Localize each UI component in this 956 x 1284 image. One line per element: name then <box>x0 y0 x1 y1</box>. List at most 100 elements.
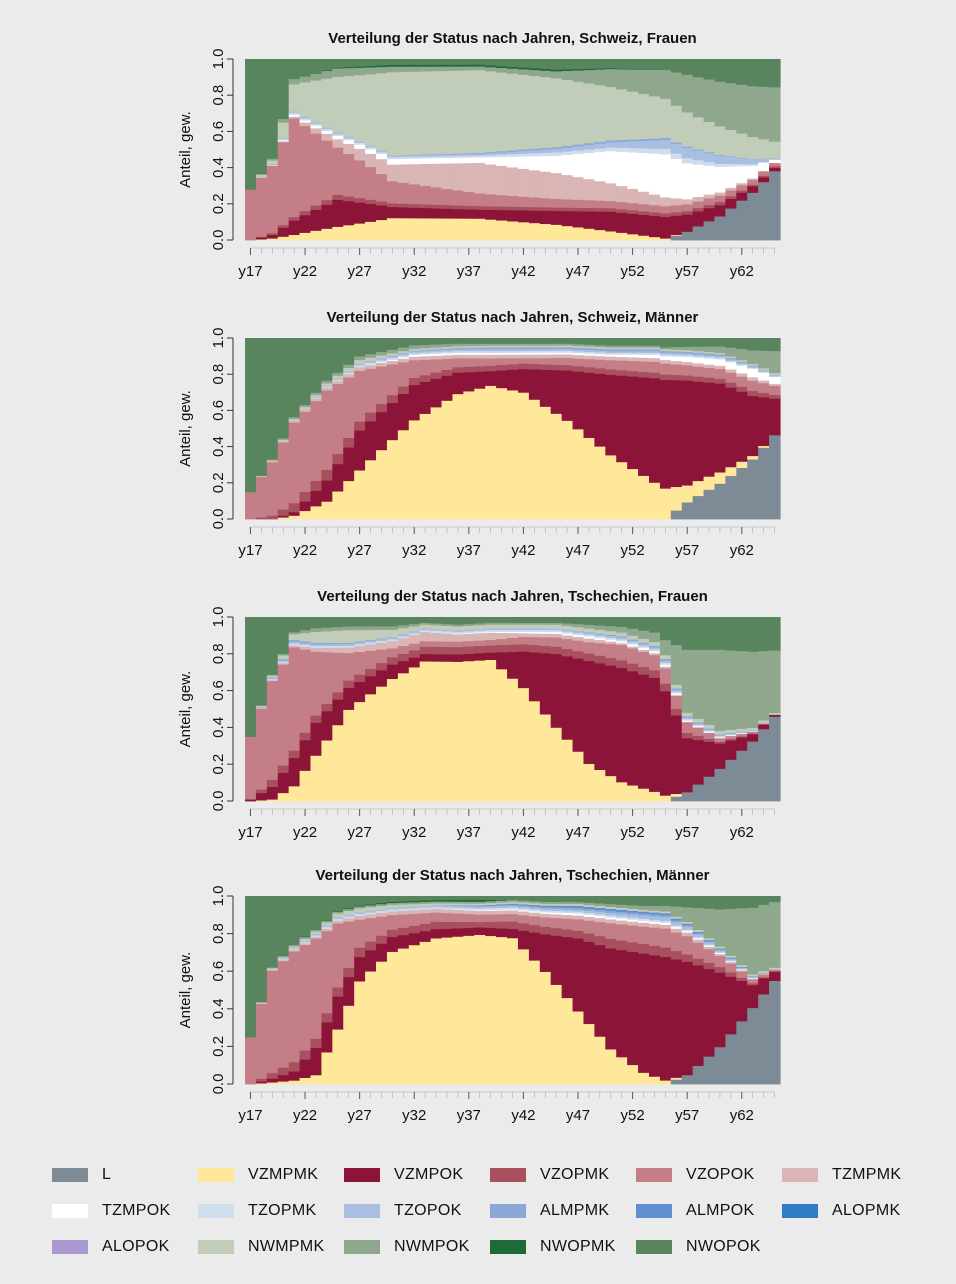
area-segment-tzmpmk <box>714 192 727 196</box>
area-segment-vzopok <box>627 360 639 372</box>
area-segment-vzmpmk <box>528 700 541 802</box>
area-segment-nwopok <box>255 617 268 706</box>
area-segment-tzmpmk <box>310 127 323 134</box>
area-segment-tzmpmk <box>627 357 639 362</box>
area-segment-tzmpmk <box>594 180 606 201</box>
y-tick-label: 0.2 <box>210 1036 227 1057</box>
area-segment-vzopmk <box>769 394 781 399</box>
area-segment-nwmpok <box>255 475 268 477</box>
area-segment-tzopok <box>659 139 672 149</box>
area-segment-vzmpok <box>343 976 355 1006</box>
area-segment-nwopok <box>354 617 366 627</box>
area-segment-tzopmk <box>299 118 312 121</box>
area-segment-nwmpmk <box>648 910 661 913</box>
area-segment-tzmpok <box>397 357 410 359</box>
area-segment-tzopok <box>605 350 617 354</box>
area-segment-vzopok <box>605 359 617 370</box>
area-segment-nwopok <box>299 338 312 405</box>
area-segment-nwopok <box>572 59 585 70</box>
area-segment-almpmk <box>638 348 650 352</box>
area-segment-tzopok <box>386 637 399 640</box>
area-segment-vzmpmk <box>681 485 694 503</box>
area-segment-vzopok <box>245 736 257 800</box>
area-segment-vzopmk <box>714 966 727 973</box>
area-segment-tzmpok <box>485 352 497 355</box>
area-segment-vzmpmk <box>670 486 683 511</box>
area-segment-tzmpok <box>539 352 552 355</box>
area-segment-vzopmk <box>288 1061 301 1072</box>
area-segment-vzmpmk <box>343 709 355 802</box>
area-segment-tzopok <box>681 926 694 930</box>
area-segment-vzmpmk <box>747 455 759 460</box>
area-segment-tzmpmk <box>299 409 312 412</box>
area-segment-vzmpok <box>550 210 563 225</box>
area-segment-almpmk <box>627 348 639 352</box>
area-segment-tzopok <box>627 350 639 354</box>
area-segment-tzmpmk <box>605 641 617 645</box>
area-segment-vzopmk <box>670 374 683 381</box>
legend-item-tzmpok: TZMPOK <box>52 1200 170 1222</box>
area-segment-tzopok <box>397 634 410 637</box>
area-segment-vzmpmk <box>376 961 388 1085</box>
area-segment-vzopok <box>517 636 530 645</box>
area-segment-nwopok <box>648 59 661 70</box>
x-tick-label: y17 <box>238 824 262 841</box>
area-segment-tzopok <box>714 155 727 164</box>
area-segment-tzopok <box>496 905 508 908</box>
area-segment-tzmpok <box>583 636 595 639</box>
area-segment-nwopok <box>736 617 748 652</box>
area-segment-vzopmk <box>736 386 748 392</box>
area-segment-tzopmk <box>638 352 650 355</box>
area-segment-almpmk <box>616 348 628 352</box>
area-segment-nwopok <box>616 896 628 905</box>
area-segment-vzmpok <box>561 210 574 227</box>
area-segment-vzopok <box>430 358 443 373</box>
area-segment-almpmk <box>627 639 639 641</box>
area-segment-tzmpmk <box>365 644 377 651</box>
y-tick-label: 0.2 <box>210 472 227 493</box>
area-segment-tzmpmk <box>288 116 301 119</box>
area-segment-nwmpok <box>714 909 727 947</box>
area-segment-tzmpok <box>539 631 552 634</box>
area-segment-l <box>758 994 770 1085</box>
area-segment-nwmpmk <box>485 624 497 629</box>
area-segment-tzopok <box>452 629 464 633</box>
y-tick-label: 0.6 <box>210 961 227 982</box>
area-segment-vzmpok <box>452 208 464 219</box>
area-segment-nwopok <box>343 338 355 365</box>
area-segment-vzmpmk <box>288 234 301 241</box>
area-segment-vzmpmk <box>496 387 508 520</box>
area-segment-tzopmk <box>452 631 464 634</box>
area-segment-tzopok <box>659 916 672 922</box>
area-segment-tzmpmk <box>507 167 519 196</box>
area-segment-tzmpok <box>594 151 606 182</box>
area-segment-nwmpok <box>747 85 759 138</box>
area-segment-tzopmk <box>277 959 290 961</box>
area-segment-almpmk <box>517 905 530 907</box>
area-segment-nwmpok <box>769 350 781 374</box>
area-segment-tzmpok <box>561 912 574 915</box>
area-segment-tzopmk <box>616 352 628 355</box>
area-segment-vzmpok <box>496 370 508 389</box>
area-segment-nwmpok <box>528 69 541 77</box>
area-segment-tzmpmk <box>397 637 410 647</box>
area-segment-tzmpmk <box>594 917 606 923</box>
area-segment-almpok <box>638 911 650 914</box>
area-segment-nwmpok <box>430 66 443 72</box>
area-segment-tzopmk <box>714 357 727 360</box>
chart-panel-1: Verteilung der Status nach Jahren, Schwe… <box>177 30 781 280</box>
area-segment-tzopok <box>266 163 279 165</box>
area-segment-tzmpmk <box>277 662 290 665</box>
area-segment-nwmpok <box>561 70 574 81</box>
area-segment-vzopmk <box>648 945 661 956</box>
area-segment-almpmk <box>299 641 312 644</box>
area-segment-nwmpok <box>321 627 333 632</box>
area-segment-almpmk <box>321 642 333 645</box>
area-segment-nwmpmk <box>507 624 519 629</box>
area-segment-nwmpok <box>714 649 727 732</box>
area-segment-nwmpok <box>692 346 705 352</box>
area-segment-nwmpok <box>365 905 377 908</box>
area-segment-vzopmk <box>627 663 639 672</box>
area-segment-vzopmk <box>703 204 716 209</box>
area-segment-vzmpmk <box>430 661 443 802</box>
